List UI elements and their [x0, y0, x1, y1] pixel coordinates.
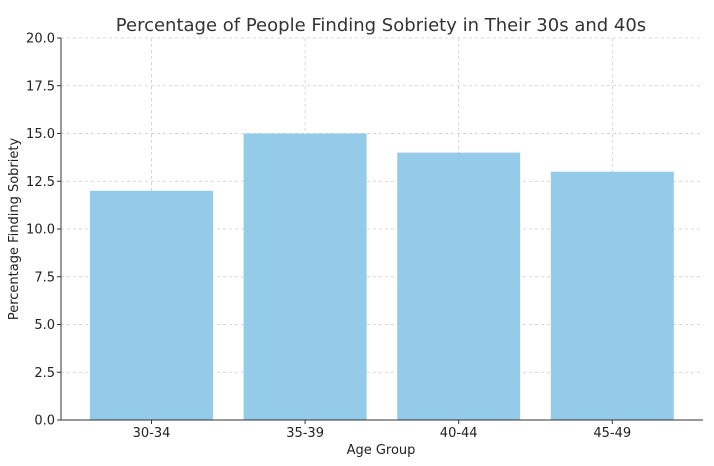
x-axis-label: Age Group [347, 443, 416, 458]
y-tick-label: 17.5 [26, 79, 55, 94]
bar-45-49 [550, 171, 674, 420]
x-tick-label: 40-44 [440, 426, 478, 441]
x-tick-label: 45-49 [593, 426, 631, 441]
bar-35-39 [243, 133, 367, 420]
bars [90, 133, 674, 420]
y-tick-label: 0.0 [34, 414, 55, 429]
x-tick-label: 35-39 [286, 426, 324, 441]
ticks: 0.0 2.5 5.0 7.5 10.0 12.5 15.0 17.5 20.0 30-34 35-… [26, 32, 631, 442]
chart-title: Percentage of People Finding Sobriety in… [116, 15, 646, 36]
y-axis-label: Percentage Finding Sobriety [7, 138, 22, 321]
x-tick-label: 30-34 [133, 426, 171, 441]
y-tick-label: 5.0 [34, 318, 55, 333]
y-tick-label: 10.0 [26, 223, 55, 238]
y-tick-label: 20.0 [26, 32, 55, 47]
bar-30-34 [90, 190, 213, 420]
bar-40-44 [397, 152, 521, 420]
y-tick-label: 12.5 [26, 175, 55, 190]
y-tick-label: 2.5 [34, 366, 55, 381]
y-tick-label: 15.0 [26, 127, 55, 142]
y-tick-label: 7.5 [34, 270, 55, 285]
